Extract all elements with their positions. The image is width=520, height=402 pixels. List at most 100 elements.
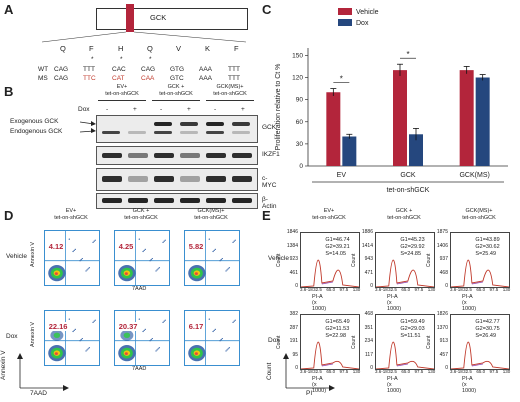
x-tick-label: 65.0 [476,287,486,292]
blot-row-label: IKZF1 [262,150,280,158]
x-axis-label: 7AAD [132,366,147,372]
blot-band [154,122,172,126]
mutation-star: * [120,56,123,63]
scatter-event [80,259,82,261]
header-line: GCK + [167,84,185,90]
x-axis-label: PI-A (x 1000) [387,294,402,312]
blot-band [180,198,200,203]
x-ticks: 3.6-18 32.5 65.0 97.5 130 [375,369,435,375]
dox-sign: - [106,106,109,113]
x-tick-label: 32.5 [388,287,397,292]
blot-row-label: GCK [262,124,277,131]
x-tick-label: 65.0 [326,287,336,292]
x-tick-label: 97.5 [339,369,349,374]
ms-codon: AAA [199,75,213,82]
x-axis-label: PI-A (x 1000) [462,294,477,312]
scatter-event [138,318,140,320]
y-axis-label: Proliferation relative to Ct % [275,64,282,151]
scatter-event [88,267,90,269]
scatter-event [234,319,236,321]
bar [393,70,407,166]
flow-plot: 4.12 [44,230,100,286]
dox-sign: + [241,106,245,113]
ms-codon: GTC [170,75,184,82]
x-tick-label: 3.6-18 [375,369,388,374]
header-line: tet-on-shGCK [105,91,139,97]
scatter-event [227,268,229,270]
x-axis-label: tet-on-shGCK [387,187,430,194]
ms-codon: CAA [141,75,155,82]
x-ticks: 3.6-18 32.5 65.0 97.5 130 [375,287,435,293]
x-tick-label: 3.6-18 [375,287,388,292]
scatter-event [228,267,230,269]
stat-line: G2=11.53 [325,326,350,332]
y-tick-label: 913 [439,338,448,344]
scatter-event [81,257,83,260]
dox-sign: + [187,106,191,113]
header-line: GCK(MS)+ [197,208,225,214]
amino-acid: F [89,44,94,53]
scatter-event [212,330,214,333]
blot-band [206,153,226,158]
x-ticks: 3.6-18 32.5 65.0 97.5 130 [300,287,360,293]
y-tick-label: 0 [370,365,373,371]
x-tick-label: 32.5 [463,369,472,374]
stat-line: G1=45.23 [400,237,425,243]
scatter-event [164,319,166,321]
histogram-plot [376,259,434,287]
scatter-event [163,240,165,242]
scatter-event [142,250,144,253]
s-phase-curve [396,363,408,367]
flow-group-header: GCK(MS)+ tet-on-shGCK [180,208,242,222]
scatter-event [151,337,153,340]
header-line: tet-on-shGCK [124,215,158,221]
flow-scatter [115,311,169,365]
blot-band [206,122,224,126]
scatter-event [155,270,157,272]
cycle-stats: G1=42.77 G2=30.75 S=26.49 [475,319,499,340]
y-tick-label: 117 [365,351,373,358]
wt-codon: CAC [112,66,126,73]
header-line: tet-on-shGCK [387,215,421,221]
blot-band [206,176,226,182]
scatter-event [228,347,230,349]
cycle-stats: G1=43.89 G2=30.62 S=25.49 [475,237,499,258]
s-phase-curve [471,363,483,367]
stat-line: S=26.49 [475,333,497,339]
scatter-event [74,248,76,250]
y-tick-label: 0 [370,283,373,289]
panel-label-e: E [262,208,271,223]
corner-y-label: Annexin V [0,350,7,380]
scatter-event [94,319,96,321]
flow-scatter [45,231,99,285]
x-tick-label: 32.5 [313,369,322,374]
stat-line: S=14.05 [325,251,347,257]
y-tick-label: 468 [364,311,373,317]
scatter-event [221,337,223,340]
scatter-event [68,318,70,320]
y-axis-label-rot: Count [351,253,357,267]
cycle-row-label: Vehicle [268,255,289,262]
scatter-event [143,249,145,252]
scatter-event [213,329,215,332]
wt-codon: GTG [170,66,185,73]
y-tick-label: 1875 [436,229,448,235]
stat-line: S=24.85 [400,251,422,257]
scatter-event [79,260,81,262]
stat-line: S=25.49 [475,251,497,257]
bar [326,92,341,166]
stat-line: G2=30.75 [475,326,500,332]
scatter-event [72,250,74,253]
blot-band [102,131,120,134]
header-line: GCK + [132,208,150,214]
category-label: GCK [400,172,416,179]
y-tick-label: 461 [289,269,298,276]
significance-star: * [340,75,343,84]
scatter-event [155,350,157,352]
stat-line: G1=65.49 [325,319,350,325]
x-tick-label: 130 [502,287,511,292]
blot-band [102,176,122,182]
header-line: tet-on-shGCK [213,91,247,97]
scatter-event [80,339,82,341]
gene-diagram [96,8,248,30]
